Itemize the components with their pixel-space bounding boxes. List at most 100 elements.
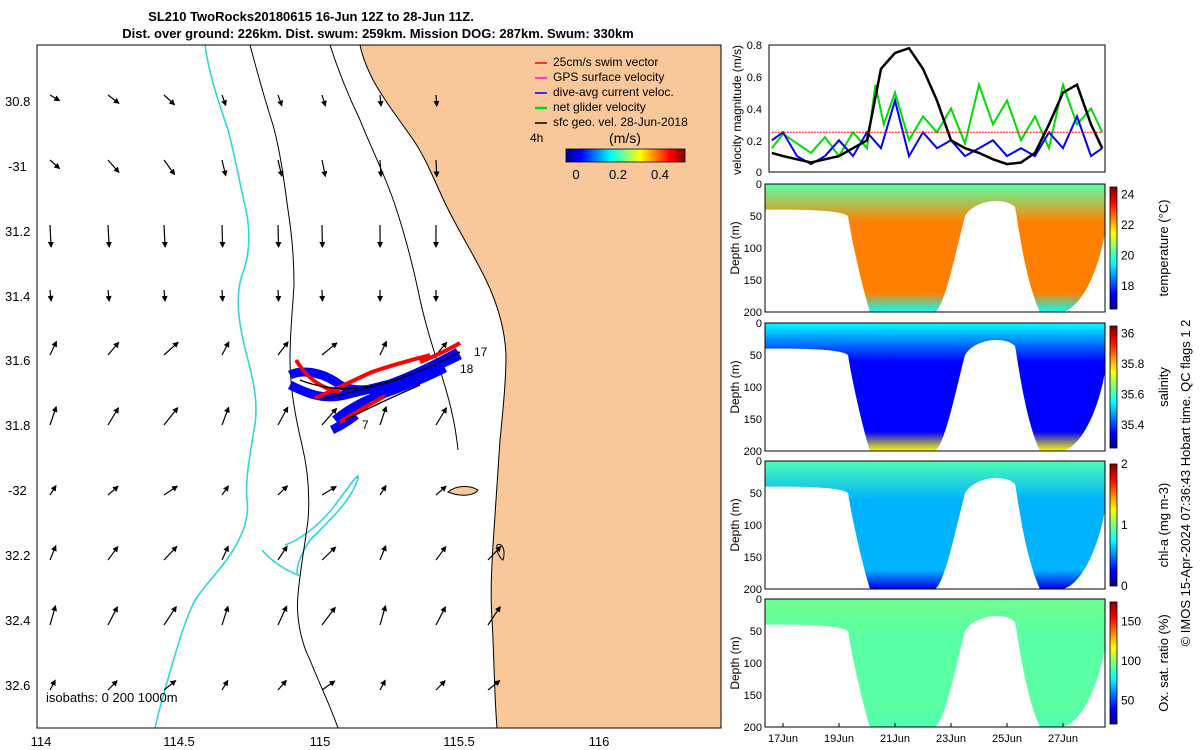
current-vector-arrow	[49, 94, 61, 102]
current-vector-arrow	[49, 340, 57, 356]
current-vector-arrow	[487, 605, 501, 626]
section-depth-tick: 50	[750, 488, 762, 500]
section-plot-frame	[764, 460, 1106, 590]
legend-label-net-glider: net glider velocity	[553, 100, 646, 114]
glider-track-black	[299, 351, 461, 421]
map-panel: 17 18 7 114 114.5 115 115.5 116 30.8 -31…	[5, 44, 722, 749]
current-vector-arrow	[277, 679, 287, 691]
current-vector-arrow	[221, 406, 230, 426]
current-vector-arrow	[163, 94, 176, 106]
velocity-series-line-0	[771, 81, 1104, 158]
velocity-series-line-2	[771, 46, 1104, 166]
legend-label-swim-vector: 25cm/s swim vector	[553, 55, 658, 69]
current-vector-arrow	[105, 289, 112, 302]
current-vector-arrow	[221, 485, 229, 496]
map-y-tick: -31	[8, 159, 27, 174]
map-x-tick: 115.5	[443, 734, 475, 749]
section-depth-tick: 50	[750, 211, 762, 223]
section-depth-tick: 150	[744, 690, 762, 702]
section-depth-tick: 200	[744, 307, 762, 319]
current-vector-arrow	[277, 605, 288, 626]
velocity-plot-frame	[768, 44, 1106, 173]
velocity-y-label: velocity magnitude (m/s)	[730, 45, 744, 175]
colorbar-tick: 0.2	[609, 167, 627, 182]
section-depth-tick: 200	[744, 446, 762, 458]
section-depth-tick: 50	[750, 350, 762, 362]
section-colorbar-tick: 24	[1121, 188, 1135, 202]
current-vector-arrow	[163, 406, 179, 426]
velocity-panel: 0 0.2 0.4 0.6 0.8 velocity magnitude (m/…	[730, 40, 1106, 179]
track-label-7: 7	[362, 418, 369, 432]
section-y-label: Depth (m)	[728, 498, 742, 551]
section-depth-tick: 100	[744, 520, 762, 532]
section-colorbar-tick: 1	[1121, 518, 1128, 532]
map-y-tick: 31.4	[5, 289, 30, 304]
section-colorbar-tick: 18	[1121, 279, 1135, 293]
colorbar-tick: 0.4	[651, 167, 669, 182]
map-y-tick: 31.6	[5, 353, 30, 368]
current-vector-arrow	[221, 545, 229, 561]
current-vector-arrow	[221, 341, 230, 356]
section-panel-chl-a: 0 50 100 150 200 Depth (m) 0 1 2 chl-a (mg m-3)	[728, 456, 1171, 596]
current-vector-arrow	[163, 680, 177, 691]
current-vector-arrow	[221, 679, 229, 691]
current-vector-arrow	[49, 159, 61, 170]
section-depth-tick: 0	[756, 318, 762, 330]
section-colorbar-tick: 20	[1121, 249, 1135, 263]
velocity-y-tick: 0.2	[747, 136, 762, 148]
section-plot-frame	[764, 183, 1106, 313]
section-y-label: Depth (m)	[728, 636, 742, 689]
current-vector-arrow	[321, 546, 337, 561]
current-vector-arrow	[321, 486, 337, 496]
section-colorbar-label: chl-a (mg m-3)	[1156, 483, 1171, 568]
section-depth-tick: 100	[744, 243, 762, 255]
current-vector-arrow	[379, 405, 388, 426]
current-vector-arrow	[163, 159, 176, 176]
map-y-axis: 30.8 -31 31.2 31.4 31.6 31.8 -32 32.2 32…	[5, 94, 30, 693]
map-y-tick: -32	[8, 483, 27, 498]
current-vector-arrow	[107, 680, 118, 691]
velocity-y-tick: 0.4	[747, 104, 762, 116]
current-vector-arrow	[107, 545, 119, 561]
section-data-fill	[765, 323, 1105, 451]
section-depth-tick: 100	[744, 382, 762, 394]
current-vector-arrow	[219, 289, 226, 302]
section-plot-frame	[764, 598, 1106, 728]
time-axis-tick-label: 23Jun	[936, 733, 966, 745]
current-vector-arrow	[49, 405, 58, 426]
time-axis-tick-label: 21Jun	[880, 733, 910, 745]
section-colorbar-label: salinity	[1156, 367, 1171, 407]
section-depth-tick: 150	[744, 275, 762, 287]
figure-title-line1: SL210 TwoRocks20180615 16-Jun 12Z to 28-…	[148, 9, 474, 24]
map-y-tick: 32.4	[5, 613, 30, 628]
glider-track-blue	[287, 348, 462, 435]
time-axis-tick-label: 25Jun	[992, 733, 1022, 745]
current-vector-arrow	[221, 94, 227, 107]
land-mass	[360, 45, 721, 728]
time-axis-tick-label: 27Jun	[1048, 733, 1078, 745]
current-vector-arrow	[49, 484, 57, 496]
current-vector-arrow	[277, 406, 289, 426]
current-vector-arrow	[487, 680, 501, 691]
map-frame	[36, 44, 722, 729]
map-y-tick: 32.6	[5, 678, 30, 693]
glider-track: 17 18 7	[287, 341, 488, 435]
section-depth-tick: 150	[744, 414, 762, 426]
isobath-200m	[154, 45, 359, 728]
current-vector-arrow	[377, 159, 384, 178]
time-axis-tick-label: 17Jun	[768, 733, 798, 745]
section-y-label: Depth (m)	[728, 221, 742, 274]
current-vector-arrow	[379, 484, 387, 496]
section-plot-frame	[764, 322, 1106, 452]
current-vector-arrow	[107, 407, 119, 426]
velocity-y-tick: 0.6	[747, 72, 762, 84]
map-x-tick: 114.5	[163, 734, 195, 749]
current-vector-arrow	[163, 341, 179, 356]
current-vector-arrow	[321, 680, 336, 691]
current-vector-arrow	[487, 545, 502, 561]
legend-label-gps-velocity: GPS surface velocity	[553, 70, 664, 84]
current-vector-arrow	[49, 544, 57, 561]
colorbar-gradient	[565, 148, 686, 163]
current-vector-arrow	[107, 485, 119, 496]
current-vector-arrow	[163, 485, 179, 496]
